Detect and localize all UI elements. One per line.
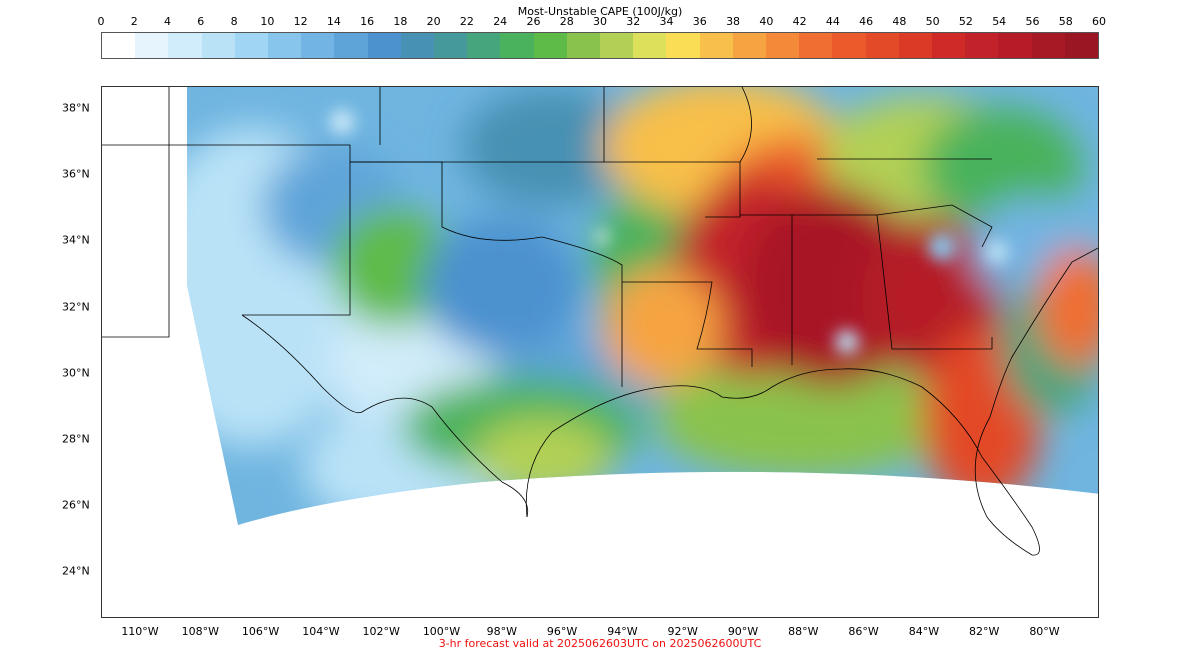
longitude-label: 88°W (788, 625, 819, 638)
colorbar-swatch (533, 33, 567, 58)
colorbar-tick-label: 60 (1092, 15, 1106, 28)
colorbar-tick-label: 30 (593, 15, 607, 28)
colorbar-swatch (766, 33, 800, 58)
colorbar-swatch (666, 33, 700, 58)
colorbar-swatch (201, 33, 235, 58)
colorbar-tick-label: 26 (526, 15, 541, 28)
colorbar-swatch (865, 33, 899, 58)
colorbar-swatch (135, 33, 169, 58)
colorbar-tick-label: 22 (459, 15, 474, 28)
colorbar-tick-label: 10 (260, 15, 275, 28)
colorbar-tick-label: 6 (197, 15, 205, 28)
colorbar-swatch (832, 33, 866, 58)
cape-field (187, 87, 1098, 525)
cape-map (102, 87, 1098, 556)
colorbar-swatch (799, 33, 833, 58)
colorbar-tick-label: 48 (892, 15, 907, 28)
colorbar-swatch (268, 33, 302, 58)
colorbar-swatch (168, 33, 202, 58)
longitude-label: 92°W (667, 625, 698, 638)
longitude-label: 106°W (241, 625, 280, 638)
colorbar-tick-label: 28 (559, 15, 574, 28)
colorbar-tick-label: 54 (992, 15, 1007, 28)
colorbar-tick-label: 58 (1058, 15, 1073, 28)
longitude-label: 98°W (486, 625, 517, 638)
colorbar-tick-label: 0 (97, 15, 105, 28)
colorbar (101, 32, 1099, 59)
colorbar-swatch (102, 33, 136, 58)
colorbar-swatch (367, 33, 401, 58)
colorbar-swatch (600, 33, 634, 58)
colorbar-tick-label: 44 (825, 15, 840, 28)
colorbar-tick-labels: 0 2 4 6 8 10 12 14 16 18 20 22 24 26 28 30 32 34 36 38 40 42 4… (0, 15, 1200, 31)
latitude-label: 30°N (62, 366, 90, 380)
colorbar-tick-label: 20 (426, 15, 441, 28)
colorbar-swatch (400, 33, 435, 58)
longitude-label: 94°W (607, 625, 638, 638)
colorbar-swatch (965, 33, 999, 58)
colorbar-swatch (1031, 33, 1065, 58)
colorbar-tick-label: 16 (360, 15, 375, 28)
colorbar-tick-label: 18 (393, 15, 408, 28)
colorbar-swatch (500, 33, 534, 58)
colorbar-tick-label: 52 (958, 15, 973, 28)
colorbar-tick-label: 50 (925, 15, 940, 28)
colorbar-swatch (998, 33, 1032, 58)
longitude-label: 90°W (727, 625, 759, 638)
latitude-label: 34°N (62, 233, 90, 247)
longitude-label: 96°W (546, 625, 578, 638)
forecast-valid-caption: 3-hr forecast valid at 2025062603UTC on … (438, 637, 762, 650)
longitude-label: 100°W (422, 625, 461, 638)
colorbar-swatch (699, 33, 733, 58)
latitude-label: 24°N (62, 564, 90, 578)
colorbar-tick-label: 46 (859, 15, 874, 28)
colorbar-tick-label: 12 (293, 15, 308, 28)
colorbar-tick-label: 42 (792, 15, 807, 28)
colorbar-title: Most-Unstable CAPE (100J/kg) (517, 5, 683, 18)
colorbar-swatch (932, 33, 966, 58)
colorbar-tick-label: 38 (726, 15, 741, 28)
colorbar-tick-label: 8 (230, 15, 238, 28)
latitude-label: 36°N (62, 167, 90, 181)
colorbar-tick-label: 4 (164, 15, 172, 28)
latitude-label: 28°N (62, 432, 90, 446)
colorbar-swatch (234, 33, 269, 58)
state-and-coast-outlines (102, 87, 1098, 556)
colorbar-swatch (732, 33, 767, 58)
latitude-label: 38°N (62, 101, 90, 115)
latitude-label: 32°N (62, 300, 90, 314)
longitude-label: 110°W (121, 625, 159, 638)
colorbar-swatch (1064, 33, 1099, 58)
longitude-label: 108°W (181, 625, 219, 638)
colorbar-tick-label: 14 (326, 15, 341, 28)
colorbar-swatch (633, 33, 667, 58)
longitude-label: 102°W (362, 625, 400, 638)
colorbar-swatch (334, 33, 368, 58)
longitude-label: 82°W (969, 625, 1000, 638)
colorbar-tick-label: 36 (692, 15, 707, 28)
colorbar-tick-label: 32 (626, 15, 641, 28)
colorbar-swatch (898, 33, 933, 58)
longitude-label: 80°W (1029, 625, 1060, 638)
colorbar-swatch (301, 33, 335, 58)
map-panel (101, 86, 1099, 618)
latitude-label: 26°N (62, 498, 90, 512)
longitude-label: 104°W (302, 625, 340, 638)
colorbar-tick-label: 2 (130, 15, 138, 28)
colorbar-swatch (434, 33, 468, 58)
colorbar-swatch (467, 33, 501, 58)
colorbar-tick-label: 34 (659, 15, 674, 28)
colorbar-tick-label: 24 (493, 15, 508, 28)
colorbar-tick-label: 40 (759, 15, 774, 28)
longitude-label: 86°W (848, 625, 879, 638)
colorbar-tick-label: 56 (1025, 15, 1040, 28)
colorbar-swatch (566, 33, 601, 58)
longitude-label: 84°W (908, 625, 940, 638)
